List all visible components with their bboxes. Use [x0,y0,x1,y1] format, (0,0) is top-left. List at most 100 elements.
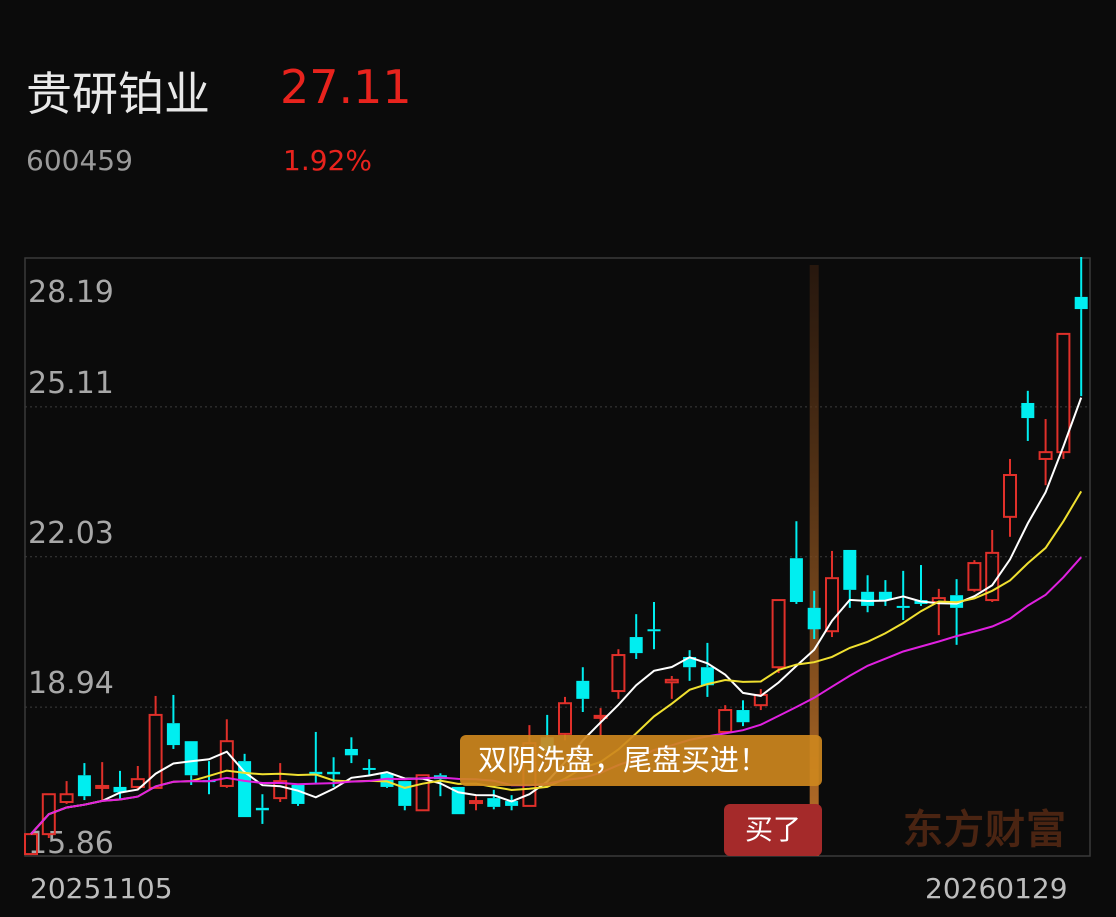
candle-body [878,591,892,601]
ma20-line [30,556,1082,835]
candle [344,737,358,764]
candle [878,580,892,606]
candle-body [166,723,180,746]
candle-body [1056,332,1071,454]
candle [487,789,501,810]
candle-body [362,767,376,770]
candle-body [718,709,733,733]
candle [931,588,946,636]
candle [611,649,626,699]
candle-body [611,654,626,693]
candle-body [843,549,857,590]
candle-body [487,798,501,807]
candle [629,614,643,659]
candle-body [789,558,803,603]
candle-body [1074,296,1088,310]
candle-body [24,833,38,856]
y-tick-label: 15.86 [28,826,114,861]
candle-body [291,784,305,804]
change-percent: 1.92% [283,144,372,177]
candle [59,781,74,804]
candle [647,602,661,650]
candle-body [327,771,341,775]
watermark-logo: 东方财富 [903,807,1067,853]
candle [291,784,305,806]
last-price: 27.11 [280,60,412,114]
candle-body [469,800,483,805]
candle-body [309,771,323,775]
candle-body [505,801,519,806]
candle [843,549,857,608]
candle [718,705,733,734]
candle [362,759,376,776]
candle-body [398,781,412,806]
candle [469,796,483,811]
candle-body [184,741,198,776]
candle-body [41,793,56,836]
candle-body [113,786,127,793]
y-tick-label: 22.03 [28,516,114,551]
candle [896,570,910,621]
candle-body [255,807,269,811]
candle-body [736,710,750,723]
candle [219,719,234,788]
candle [861,575,875,613]
candle [24,833,38,856]
candle-body [77,775,91,797]
candle [255,794,269,824]
candle-body [238,761,252,818]
candle-body [219,740,234,787]
candle [789,521,803,604]
candle [683,650,697,681]
stock-name: 贵研铂业 [26,67,210,121]
candle [967,560,982,592]
candle [77,763,91,801]
candle-body [807,607,821,630]
candle-body [1003,474,1017,518]
candle-body [825,577,839,633]
candle [736,700,750,727]
buy-signal-badge[interactable]: 买了 [724,804,822,856]
candle [1038,419,1053,486]
candle-body [683,657,697,668]
candle-body [148,713,163,789]
candle-body [664,678,679,684]
y-tick-label: 18.94 [28,666,114,701]
candle [1056,332,1071,459]
candle-body [700,667,714,686]
y-tick-label: 28.19 [28,275,114,310]
candle [148,695,163,789]
candle [505,795,519,811]
candle [1021,390,1035,441]
x-axis-start-label: 20251105 [30,872,173,905]
candle-body [576,680,590,699]
candle [309,731,323,784]
candle [184,741,198,785]
candle-body [629,637,643,654]
candle-body [273,780,288,800]
candle [771,599,786,674]
candle [664,675,679,699]
candle [825,550,839,638]
signal-banner[interactable]: 双阴洗盘，尾盘买进！ [460,735,822,786]
signal-highlight-bar [809,265,819,856]
candle [415,774,430,812]
candle-body [415,774,430,812]
candle-body [344,748,358,756]
candle [576,667,590,712]
candle [1074,257,1088,397]
y-tick-label: 25.11 [28,366,114,401]
candle-body [59,793,74,804]
candle-body [771,599,786,669]
candle [41,793,56,839]
candle-body [1038,451,1053,460]
candle-body [558,702,572,735]
candle [166,694,180,749]
candle [700,642,714,697]
stock-code: 600459 [26,144,133,177]
candle-body [896,605,910,608]
candle [95,762,110,803]
candle-body [95,784,110,789]
candle-body [861,591,875,606]
candle [273,763,288,803]
